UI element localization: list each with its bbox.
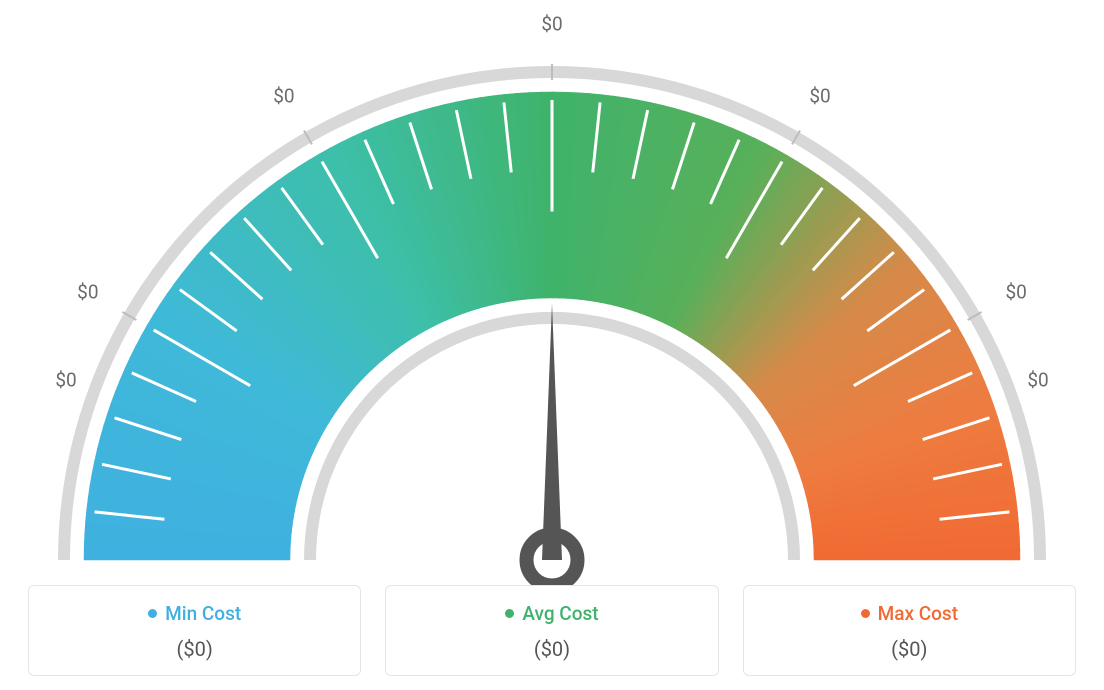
gauge-tick-label: $0 <box>809 84 830 107</box>
gauge-svg <box>0 20 1104 600</box>
legend-card-min: Min Cost ($0) <box>28 585 361 676</box>
legend-card-avg: Avg Cost ($0) <box>385 585 718 676</box>
legend-dot-min <box>148 609 157 618</box>
legend-value-avg: ($0) <box>398 637 705 661</box>
gauge-tick-label: $0 <box>1027 369 1048 392</box>
gauge-tick-label: $0 <box>55 369 76 392</box>
legend-header-min: Min Cost <box>41 602 348 625</box>
legend-header-avg: Avg Cost <box>398 602 705 625</box>
gauge-tick-label: $0 <box>1005 280 1026 303</box>
cost-gauge-container: $0 $0 $0 $0 $0 $0 $0 Min Cost ($0) Avg Cost ($… <box>0 0 1104 690</box>
legend-label-max: Max Cost <box>878 602 958 625</box>
legend-value-max: ($0) <box>756 637 1063 661</box>
legend-card-max: Max Cost ($0) <box>743 585 1076 676</box>
gauge-tick-label: $0 <box>77 280 98 303</box>
legend-value-min: ($0) <box>41 637 348 661</box>
legend-header-max: Max Cost <box>756 602 1063 625</box>
legend-row: Min Cost ($0) Avg Cost ($0) Max Cost ($0… <box>0 585 1104 676</box>
legend-label-avg: Avg Cost <box>522 602 598 625</box>
gauge-tick-label: $0 <box>273 84 294 107</box>
legend-dot-max <box>861 609 870 618</box>
gauge-needle <box>542 303 562 560</box>
legend-dot-avg <box>505 609 514 618</box>
gauge-tick-label: $0 <box>541 13 562 36</box>
gauge-chart: $0 $0 $0 $0 $0 $0 $0 <box>0 0 1104 560</box>
legend-label-min: Min Cost <box>165 602 241 625</box>
